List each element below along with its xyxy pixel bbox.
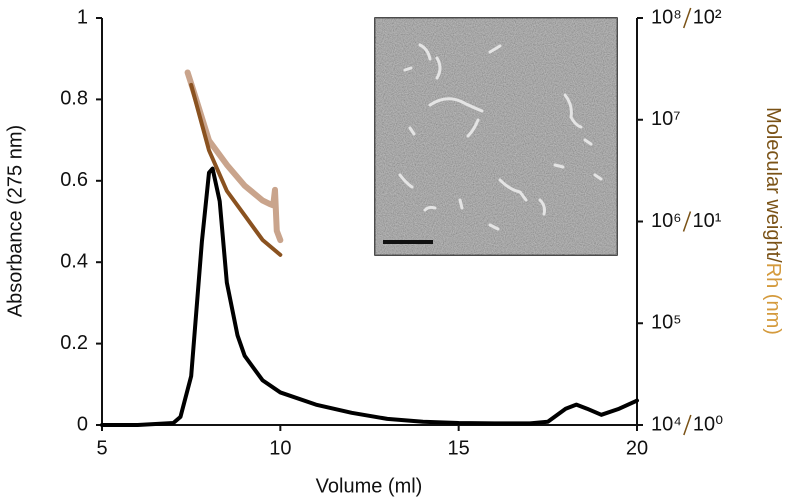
y-tick-label: 0.8 bbox=[60, 88, 88, 110]
x-tick-label: 20 bbox=[626, 437, 648, 459]
y2-tick-label: 10⁴ bbox=[651, 413, 682, 435]
x-tick-label: 15 bbox=[448, 437, 470, 459]
y-tick-label: 0.4 bbox=[60, 250, 88, 272]
y2-label-part: Molecular weight/ bbox=[762, 107, 784, 263]
y2-tick-label: 10⁸ bbox=[651, 6, 682, 28]
tick-separator bbox=[683, 414, 692, 436]
y3-label-part: Rh (nm) bbox=[762, 263, 784, 335]
y3-tick-label: 10¹ bbox=[692, 210, 721, 232]
x-tick-label: 5 bbox=[96, 437, 107, 459]
x-axis-label: Volume (ml) bbox=[316, 475, 423, 497]
y-tick-label: 1 bbox=[77, 6, 88, 28]
y2-axis-label: Molecular weight/Rh (nm) bbox=[762, 107, 784, 335]
data-line bbox=[100, 166, 639, 427]
data-line bbox=[184, 69, 284, 244]
y-axis-label: Absorbance (275 nm) bbox=[4, 125, 26, 317]
y-tick-label: 0.6 bbox=[60, 169, 88, 191]
inset-micrograph bbox=[374, 17, 618, 256]
tick-separator bbox=[682, 7, 692, 29]
y2-tick-label: 10⁶ bbox=[651, 210, 681, 232]
y-tick-label: 0 bbox=[77, 413, 88, 435]
y3-tick-label: 10⁰ bbox=[693, 413, 723, 435]
y2-tick-label: 10⁵ bbox=[651, 312, 682, 334]
y3-tick-label: 10² bbox=[693, 6, 722, 28]
data-line bbox=[189, 82, 283, 257]
x-tick-label: 10 bbox=[269, 437, 291, 459]
y2-tick-label: 10⁷ bbox=[651, 108, 680, 130]
tick-separator bbox=[682, 211, 692, 232]
y-tick-label: 0.2 bbox=[60, 332, 88, 354]
